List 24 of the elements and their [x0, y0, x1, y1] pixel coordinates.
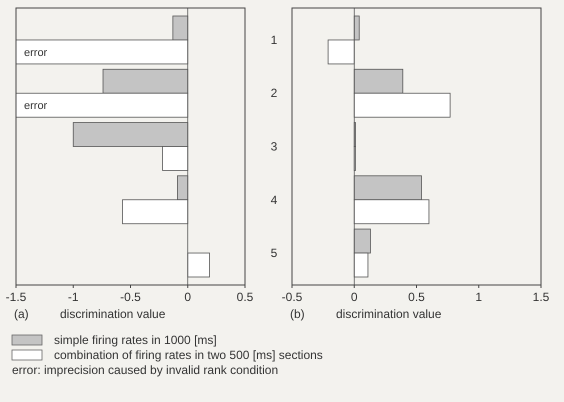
y-tick-label: 3: [270, 140, 278, 154]
text: error: imprecision caused by invalid rank condition: [12, 363, 278, 377]
y-tick-label: 1: [270, 32, 278, 47]
x-tick-label: 1: [475, 290, 482, 304]
data-label: error: [24, 100, 48, 112]
x-tick-label: 0.5: [408, 290, 426, 304]
x-tick-label: 1.5: [532, 290, 550, 304]
x-tick-label: -0.5: [120, 290, 142, 304]
y-tick-label: 4: [270, 192, 278, 207]
x-tick-label: -1.5: [6, 290, 27, 304]
x-tick-label: -1: [68, 290, 79, 304]
y-tick-label: 2: [270, 86, 278, 100]
text: (b): [290, 307, 305, 321]
data-label: error: [24, 46, 48, 59]
y-tick-label: 5: [270, 246, 278, 260]
text: (a): [14, 307, 29, 321]
x-tick-label: 0: [350, 290, 358, 304]
x-axis-title: discrimination value: [60, 307, 166, 321]
x-axis-title: discrimination value: [336, 307, 442, 321]
x-tick-label: 0.5: [236, 290, 254, 304]
legend-label: combination of firing rates in two 500 [ms] sections: [54, 348, 323, 362]
legend-label: simple firing rates in 1000 [ms]: [54, 333, 217, 347]
x-tick-label: -0.5: [282, 290, 303, 304]
x-tick-label: 0: [184, 290, 192, 304]
